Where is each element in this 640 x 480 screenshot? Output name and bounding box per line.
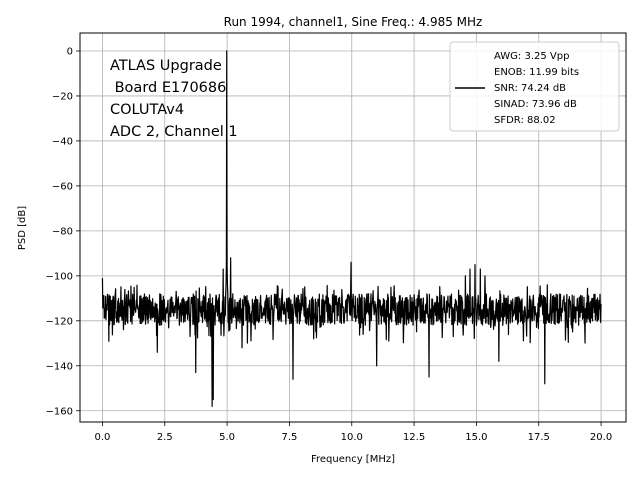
annotation-line-4: ADC 2, Channel 1 — [110, 124, 238, 140]
y-tick-label: −120 — [46, 316, 73, 327]
legend-line-2: ENOB: 11.99 bits — [494, 67, 579, 78]
y-tick-label: 0 — [67, 46, 73, 57]
x-tick-label: 7.5 — [281, 432, 297, 443]
annotation-line-3: COLUTAv4 — [110, 102, 184, 118]
legend-line-4: SINAD: 73.96 dB — [494, 99, 577, 110]
x-tick-label: 2.5 — [157, 432, 173, 443]
legend-line-3: SNR: 74.24 dB — [494, 83, 566, 94]
x-tick-label: 5.0 — [219, 432, 235, 443]
y-tick-label: −60 — [52, 181, 73, 192]
annotation-block: ATLAS Upgrade Board E170686 COLUTAv4 ADC… — [110, 58, 238, 140]
x-tick-label: 0.0 — [94, 432, 110, 443]
y-tick-label: −140 — [46, 361, 73, 372]
annotation-line-2: Board E170686 — [110, 80, 226, 96]
x-axis-label: Frequency [MHz] — [311, 454, 395, 465]
legend-line-1: AWG: 3.25 Vpp — [494, 51, 569, 62]
y-tick-label: −40 — [52, 136, 73, 147]
annotation-line-1: ATLAS Upgrade — [110, 58, 222, 74]
legend-box — [449, 41, 620, 132]
x-tick-label: 20.0 — [590, 432, 612, 443]
x-axis-ticks: 0.0 2.5 5.0 7.5 10.0 12.5 15.0 17.5 20.0 — [94, 422, 612, 443]
x-tick-label: 12.5 — [403, 432, 425, 443]
legend-line-5: SFDR: 88.02 — [494, 115, 556, 126]
psd-series-line — [101, 50, 602, 407]
y-axis-label: PSD [dB] — [17, 206, 28, 250]
y-tick-label: −100 — [46, 271, 73, 282]
x-tick-label: 10.0 — [341, 432, 363, 443]
y-axis-ticks: 0 −20 −40 −60 −80 −100 −120 −140 −160 — [46, 46, 80, 417]
plot-frame — [79, 32, 627, 423]
y-tick-label: −20 — [52, 91, 73, 102]
y-tick-label: −160 — [46, 406, 73, 417]
legend: AWG: 3.25 Vpp ENOB: 11.99 bits SNR: 74.2… — [449, 41, 620, 132]
x-tick-label: 17.5 — [528, 432, 550, 443]
x-tick-label: 15.0 — [465, 432, 487, 443]
y-tick-label: −80 — [52, 226, 73, 237]
chart-title: Run 1994, channel1, Sine Freq.: 4.985 MH… — [224, 15, 483, 29]
series-layer — [101, 50, 602, 407]
